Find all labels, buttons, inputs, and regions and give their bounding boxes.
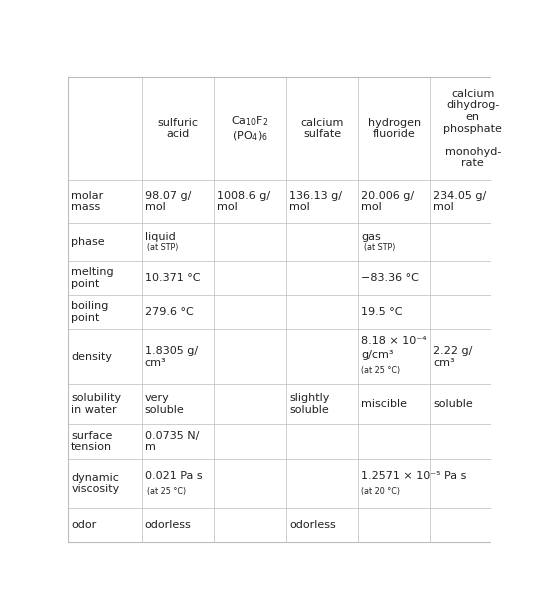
Text: liquid: liquid [145, 232, 176, 242]
Text: molar
mass: molar mass [71, 191, 103, 212]
Text: odor: odor [71, 520, 97, 530]
Text: (at 25 °C): (at 25 °C) [147, 487, 187, 496]
Text: calcium
sulfate: calcium sulfate [300, 118, 344, 139]
Text: −83.36 °C: −83.36 °C [361, 273, 419, 283]
Text: odorless: odorless [289, 520, 336, 530]
Text: slightly
soluble: slightly soluble [289, 393, 329, 415]
Text: soluble: soluble [433, 399, 473, 409]
Text: 234.05 g/
mol: 234.05 g/ mol [433, 191, 486, 212]
Text: (at 20 °C): (at 20 °C) [361, 487, 400, 496]
Text: melting
point: melting point [71, 267, 114, 289]
Text: odorless: odorless [145, 520, 192, 530]
Text: (at 25 °C): (at 25 °C) [361, 366, 400, 375]
Text: phase: phase [71, 237, 105, 247]
Text: 1008.6 g/
mol: 1008.6 g/ mol [217, 191, 270, 212]
Text: gas: gas [361, 232, 381, 242]
Text: 0.021 Pa s: 0.021 Pa s [145, 471, 203, 481]
Text: (at STP): (at STP) [364, 243, 395, 252]
Text: 20.006 g/
mol: 20.006 g/ mol [361, 191, 414, 212]
Text: miscible: miscible [361, 399, 407, 409]
Text: g/cm³: g/cm³ [361, 349, 394, 360]
Text: 98.07 g/
mol: 98.07 g/ mol [145, 191, 191, 212]
Text: calcium
dihydrog-
en
phosphate

monohyd-
rate: calcium dihydrog- en phosphate monohyd- … [443, 89, 502, 169]
Text: surface
tension: surface tension [71, 431, 112, 452]
Text: 2.22 g/
cm³: 2.22 g/ cm³ [433, 346, 472, 368]
Text: 1.8305 g/
cm³: 1.8305 g/ cm³ [145, 346, 198, 368]
Text: 19.5 °C: 19.5 °C [361, 307, 402, 317]
Text: 279.6 °C: 279.6 °C [145, 307, 194, 317]
Text: dynamic
viscosity: dynamic viscosity [71, 473, 120, 494]
Text: (at STP): (at STP) [147, 243, 179, 252]
Text: 136.13 g/
mol: 136.13 g/ mol [289, 191, 342, 212]
Text: sulfuric
acid: sulfuric acid [157, 118, 198, 139]
Text: density: density [71, 352, 112, 362]
Text: 8.18 × 10⁻⁴: 8.18 × 10⁻⁴ [361, 337, 426, 346]
Text: 10.371 °C: 10.371 °C [145, 273, 200, 283]
Text: Ca$_{10}$F$_2$
(PO$_4$)$_6$: Ca$_{10}$F$_2$ (PO$_4$)$_6$ [231, 114, 269, 143]
Text: 0.0735 N/
m: 0.0735 N/ m [145, 431, 199, 452]
Text: boiling
point: boiling point [71, 302, 109, 323]
Text: solubility
in water: solubility in water [71, 393, 121, 415]
Text: 1.2571 × 10⁻⁵ Pa s: 1.2571 × 10⁻⁵ Pa s [361, 471, 466, 481]
Text: hydrogen
fluoride: hydrogen fluoride [367, 118, 421, 139]
Text: very
soluble: very soluble [145, 393, 185, 415]
